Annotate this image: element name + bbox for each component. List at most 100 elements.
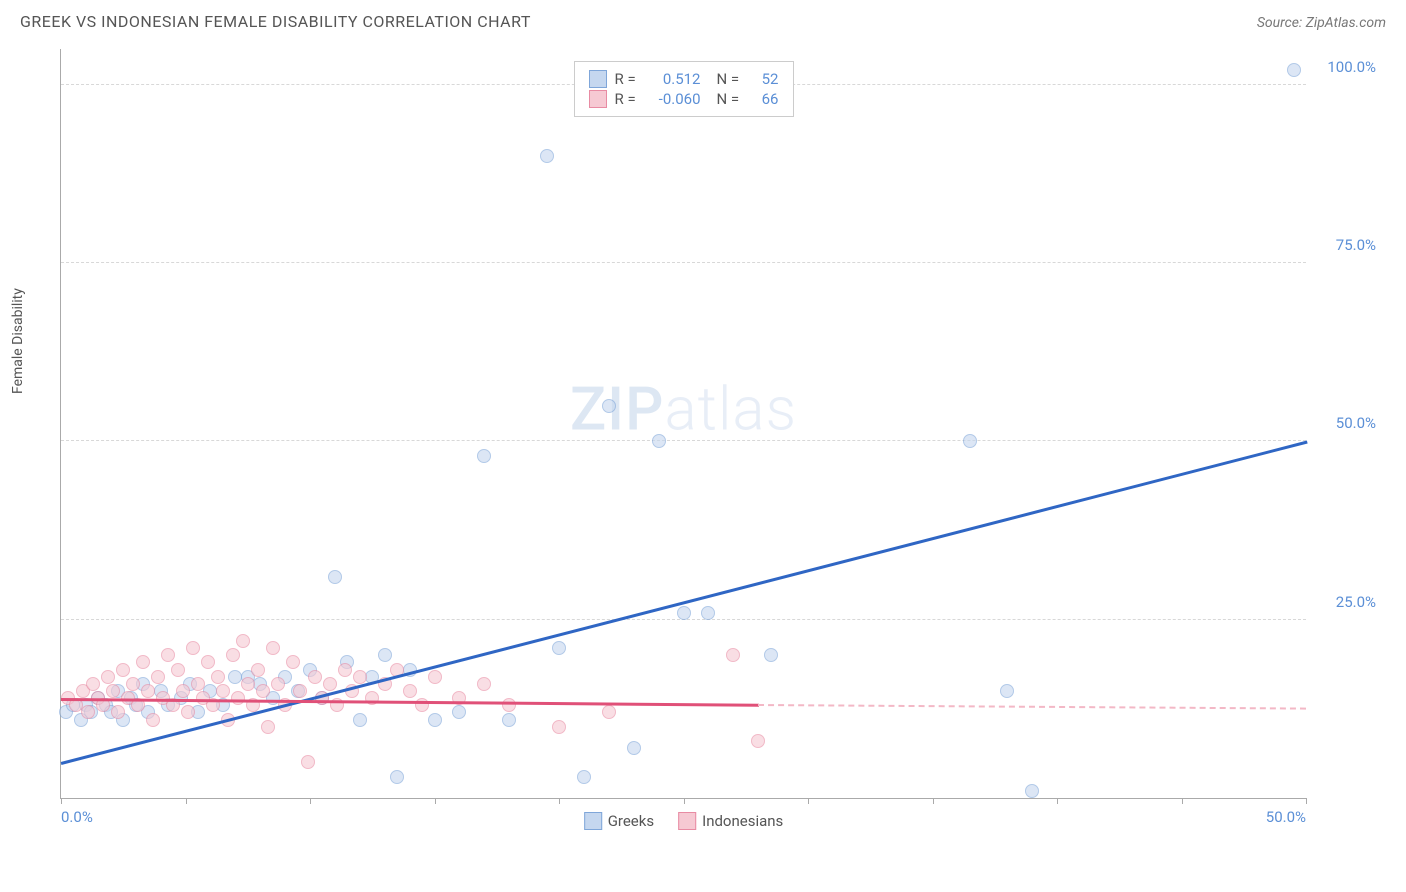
data-point [677, 606, 691, 620]
legend-swatch [589, 90, 607, 108]
data-point [577, 770, 591, 784]
legend-r-label: R = [615, 90, 643, 108]
y-tick-label: 50.0% [1316, 414, 1376, 432]
legend-n-value: 66 [753, 90, 779, 108]
legend-series-label: Greeks [608, 812, 654, 830]
data-point [502, 698, 516, 712]
source-label: Source: ZipAtlas.com [1257, 15, 1386, 31]
trend-line [758, 704, 1306, 710]
data-point [652, 434, 666, 448]
data-point [176, 684, 190, 698]
data-point [286, 655, 300, 669]
data-point [181, 705, 195, 719]
data-point [86, 677, 100, 691]
data-point [151, 670, 165, 684]
legend-r-value: 0.512 [651, 70, 701, 88]
x-tick-label: 0.0% [61, 808, 93, 826]
data-point [161, 648, 175, 662]
legend-series-item: Greeks [584, 812, 654, 830]
data-point [963, 434, 977, 448]
data-point [101, 670, 115, 684]
data-point [171, 663, 185, 677]
legend-r-label: R = [615, 70, 643, 88]
data-point [231, 691, 245, 705]
data-point [301, 755, 315, 769]
trend-line [61, 441, 1308, 765]
data-point [111, 705, 125, 719]
data-point [201, 655, 215, 669]
x-tick [933, 798, 934, 804]
data-point [502, 713, 516, 727]
legend-n-label: N = [717, 70, 745, 88]
legend-row: R = 0.512 N = 52 [589, 70, 779, 88]
data-point [261, 720, 275, 734]
x-tick [186, 798, 187, 804]
data-point [191, 677, 205, 691]
data-point [477, 677, 491, 691]
legend-swatch [584, 812, 602, 830]
data-point [477, 449, 491, 463]
chart-container: Female Disability ZIPatlas R =0.512N =52… [60, 39, 1386, 839]
data-point [241, 677, 255, 691]
legend-correlation-box: R =0.512N =52R =-0.060N =66 [574, 61, 794, 117]
x-tick [61, 798, 62, 804]
data-point [390, 770, 404, 784]
data-point [428, 670, 442, 684]
data-point [81, 705, 95, 719]
legend-swatch [678, 812, 696, 830]
data-point [136, 655, 150, 669]
data-point [627, 741, 641, 755]
data-point [540, 149, 554, 163]
data-point [251, 663, 265, 677]
x-tick-label: 50.0% [1266, 808, 1306, 826]
legend-series-item: Indonesians [678, 812, 783, 830]
data-point [552, 641, 566, 655]
data-point [216, 684, 230, 698]
header: GREEK VS INDONESIAN FEMALE DISABILITY CO… [0, 0, 1406, 39]
gridline [61, 262, 1306, 263]
data-point [226, 648, 240, 662]
data-point [353, 713, 367, 727]
y-axis-label: Female Disability [10, 288, 26, 394]
data-point [328, 570, 342, 584]
y-tick-label: 25.0% [1316, 593, 1376, 611]
gridline [61, 440, 1306, 441]
data-point [323, 677, 337, 691]
data-point [552, 720, 566, 734]
data-point [116, 663, 130, 677]
x-tick [1306, 798, 1307, 804]
data-point [403, 684, 417, 698]
data-point [308, 670, 322, 684]
data-point [726, 648, 740, 662]
data-point [751, 734, 765, 748]
chart-title: GREEK VS INDONESIAN FEMALE DISABILITY CO… [20, 12, 531, 31]
data-point [1287, 63, 1301, 77]
data-point [764, 648, 778, 662]
x-tick [435, 798, 436, 804]
legend-series: Greeks Indonesians [584, 812, 784, 830]
data-point [1000, 684, 1014, 698]
plot-area: ZIPatlas R =0.512N =52R =-0.060N =66 Gre… [60, 49, 1306, 799]
legend-swatch [589, 70, 607, 88]
data-point [211, 670, 225, 684]
data-point [353, 670, 367, 684]
y-tick-label: 75.0% [1316, 236, 1376, 254]
data-point [186, 641, 200, 655]
data-point [378, 648, 392, 662]
data-point [256, 684, 270, 698]
data-point [602, 399, 616, 413]
data-point [428, 713, 442, 727]
data-point [1025, 784, 1039, 798]
data-point [141, 684, 155, 698]
data-point [602, 705, 616, 719]
data-point [338, 663, 352, 677]
x-tick [1182, 798, 1183, 804]
data-point [293, 684, 307, 698]
x-tick [559, 798, 560, 804]
x-tick [310, 798, 311, 804]
x-tick [684, 798, 685, 804]
legend-n-value: 52 [753, 70, 779, 88]
data-point [452, 705, 466, 719]
y-tick-label: 100.0% [1316, 58, 1376, 76]
x-tick [1057, 798, 1058, 804]
